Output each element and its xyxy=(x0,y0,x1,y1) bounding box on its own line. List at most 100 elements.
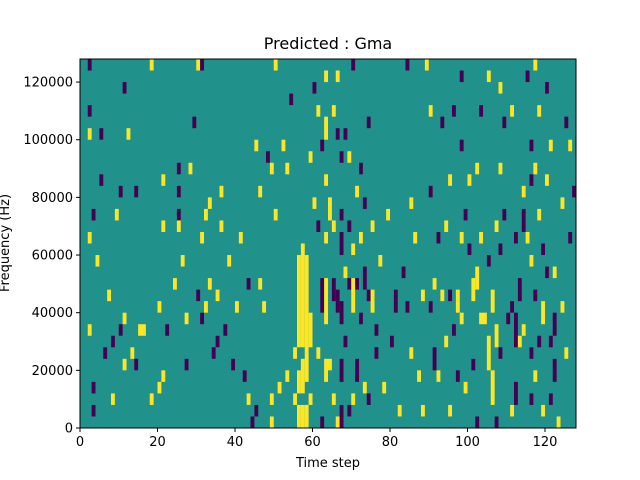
heatmap-cell xyxy=(176,185,181,198)
heatmap-cell xyxy=(355,278,360,290)
heatmap-cell xyxy=(324,174,329,186)
heatmap-cell xyxy=(374,347,379,359)
heatmap-cell xyxy=(545,82,549,94)
heatmap-cell xyxy=(184,358,189,371)
heatmap-cell xyxy=(432,278,437,290)
heatmap-cell xyxy=(304,255,309,382)
x-tick-label: 40 xyxy=(227,435,244,450)
heatmap-cell xyxy=(475,266,480,290)
heatmap-cell xyxy=(529,393,534,405)
heatmap-cell xyxy=(335,289,340,313)
heatmap-cell xyxy=(397,404,402,417)
heatmap-cell xyxy=(118,324,123,336)
heatmap-cell xyxy=(533,59,538,71)
heatmap-cell xyxy=(514,312,518,348)
heatmap-cell xyxy=(564,116,569,129)
heatmap-cell xyxy=(548,139,553,152)
heatmap-cell xyxy=(413,231,418,244)
heatmap-cell xyxy=(227,255,232,267)
y-tick-label: 40000 xyxy=(32,306,73,321)
heatmap-cell xyxy=(316,347,321,359)
heatmap-cell xyxy=(180,255,185,267)
heatmap-cell xyxy=(498,82,503,94)
heatmap-cell xyxy=(514,381,518,405)
heatmap-cell xyxy=(351,243,356,256)
heatmap-cell xyxy=(331,105,336,117)
heatmap-cell xyxy=(320,139,325,152)
heatmap-cell xyxy=(362,266,367,290)
heatmap-cell xyxy=(300,358,305,394)
x-axis: 0 20 40 60 80 100 120 xyxy=(76,428,557,450)
y-tick-label: 120000 xyxy=(23,76,73,91)
heatmap-cell xyxy=(324,358,329,382)
heatmap-cell xyxy=(494,416,499,428)
plot-area xyxy=(79,58,577,429)
heatmap-cell xyxy=(529,255,534,267)
heatmap-cell xyxy=(475,162,480,175)
heatmap-cell xyxy=(525,70,530,83)
heatmap-cell xyxy=(196,289,201,302)
heatmap-cell xyxy=(494,324,499,348)
heatmap-cell xyxy=(440,289,445,302)
heatmap-cell xyxy=(405,301,410,313)
heatmap-cell xyxy=(95,255,100,267)
heatmap-cell xyxy=(525,231,530,244)
heatmap-cell xyxy=(448,174,453,186)
heatmap-cell xyxy=(200,312,205,325)
heatmap-cell xyxy=(436,370,441,382)
x-tick-label: 0 xyxy=(76,435,84,450)
heatmap-cell xyxy=(467,174,472,186)
heatmap-cell xyxy=(339,358,344,382)
heatmap-cell xyxy=(200,59,205,71)
heatmap-cell xyxy=(262,301,267,313)
heatmap-cell xyxy=(498,162,503,175)
heatmap-cell xyxy=(111,393,115,405)
heatmap-cell xyxy=(386,208,391,221)
heatmap-cell xyxy=(533,162,538,175)
heatmap-cell xyxy=(134,185,139,198)
heatmap-cell xyxy=(242,370,247,382)
heatmap-cell xyxy=(463,208,468,221)
heatmap-cell xyxy=(463,381,468,394)
heatmap-cell xyxy=(91,404,96,417)
heatmap-cell xyxy=(304,404,309,428)
heatmap-cell xyxy=(293,347,298,359)
heatmap-cell xyxy=(459,139,464,152)
heatmap-cell xyxy=(339,301,344,325)
heatmap-cell xyxy=(339,208,344,221)
heatmap-cell xyxy=(424,59,429,71)
heatmap-cell xyxy=(529,347,534,359)
heatmap-cell xyxy=(362,381,367,394)
heatmap-cell xyxy=(502,116,507,129)
y-axis-label: Frequency (Hz) xyxy=(0,194,13,292)
heatmap-cell xyxy=(552,312,557,336)
heatmap-cell xyxy=(471,358,476,371)
heatmap-cell xyxy=(347,220,352,232)
heatmap-cell xyxy=(467,243,472,256)
heatmap-cell xyxy=(409,347,414,359)
heatmap-cell xyxy=(359,312,363,325)
heatmap-cell xyxy=(521,185,526,198)
heatmap-cell xyxy=(366,116,371,129)
heatmap-cell xyxy=(312,82,317,94)
chart-title: Predicted : Gma xyxy=(264,34,392,53)
heatmap-cell xyxy=(149,393,154,405)
heatmap-cell xyxy=(324,231,329,244)
heatmap-cell xyxy=(339,404,344,428)
heatmap-cell xyxy=(428,185,433,198)
heatmap-cell xyxy=(448,289,453,302)
heatmap-cell xyxy=(494,220,499,232)
heatmap-cell xyxy=(529,174,534,186)
y-axis: 0 20000 40000 60000 80000 100000 120000 xyxy=(23,76,80,437)
heatmap-cell xyxy=(207,197,212,209)
heatmap-cell xyxy=(440,116,445,129)
heatmap-cell xyxy=(91,381,96,394)
heatmap-cell xyxy=(335,128,340,140)
heatmap-cell xyxy=(486,255,491,267)
heatmap-cell xyxy=(122,82,127,94)
heatmap-cell xyxy=(335,70,340,83)
heatmap-cell xyxy=(347,404,352,417)
heatmap-cell xyxy=(421,289,425,302)
heatmap-cell xyxy=(328,358,332,371)
